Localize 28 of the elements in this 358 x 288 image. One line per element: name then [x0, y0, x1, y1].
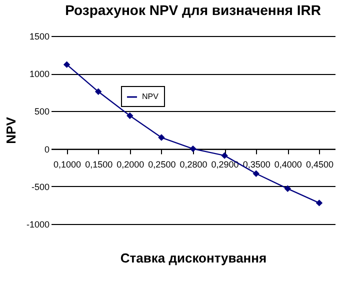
point	[221, 152, 228, 159]
point	[158, 134, 165, 141]
x-tick-label: 0,2500	[148, 159, 176, 170]
point	[94, 88, 102, 95]
y-axis-title: NPV	[3, 116, 18, 144]
x-tick-label: 0,4000	[274, 159, 302, 170]
x-tick-label: 0,2900	[211, 159, 239, 170]
x-tick-label: 0,3500	[242, 159, 270, 170]
point	[126, 112, 134, 120]
point	[63, 61, 70, 68]
x-tick-label: 0,4500	[306, 159, 334, 170]
point	[190, 145, 196, 152]
y-tick-label: 1000	[29, 69, 50, 80]
point	[316, 200, 323, 206]
x-tick-label: 0,2000	[116, 159, 144, 170]
point	[252, 170, 260, 177]
point	[284, 185, 292, 192]
x-tick-label: 0,2800	[180, 159, 208, 170]
y-tick-label: 500	[34, 106, 50, 117]
chart-title: Розрахунок NPV для визначення IRR	[65, 2, 321, 18]
y-tick-label: -500	[31, 182, 50, 192]
y-tick-label: 0	[44, 144, 50, 154]
y-tick-label: -1000	[26, 220, 50, 230]
x-tick-label: 0,1000	[54, 159, 82, 170]
legend-label: NPV	[142, 92, 160, 101]
x-tick-label: 0,1500	[85, 159, 113, 170]
x-axis-title: Ставка дисконтування	[120, 250, 267, 266]
y-tick-label: 1500	[29, 32, 50, 42]
